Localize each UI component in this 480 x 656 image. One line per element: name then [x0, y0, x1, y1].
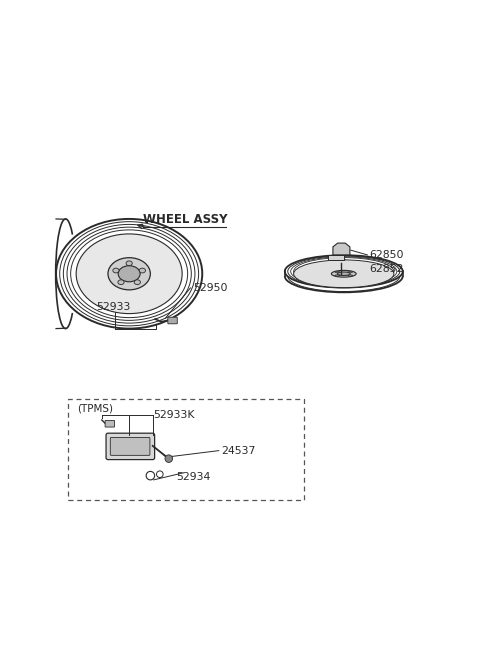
- Text: WHEEL ASSY: WHEEL ASSY: [144, 213, 228, 226]
- Polygon shape: [328, 255, 344, 260]
- Ellipse shape: [113, 268, 119, 273]
- Text: 52933: 52933: [96, 302, 131, 312]
- Ellipse shape: [335, 275, 340, 276]
- Ellipse shape: [335, 272, 340, 273]
- Ellipse shape: [331, 270, 356, 277]
- Circle shape: [165, 455, 172, 462]
- Ellipse shape: [134, 280, 141, 285]
- Ellipse shape: [348, 272, 353, 273]
- Ellipse shape: [337, 272, 350, 276]
- Ellipse shape: [108, 258, 150, 290]
- Ellipse shape: [76, 234, 182, 314]
- Text: 62850: 62850: [370, 250, 404, 260]
- Text: 52934: 52934: [176, 472, 211, 482]
- Ellipse shape: [348, 275, 353, 276]
- Ellipse shape: [118, 280, 124, 285]
- Ellipse shape: [139, 268, 145, 273]
- Ellipse shape: [118, 266, 140, 282]
- FancyBboxPatch shape: [106, 433, 155, 460]
- Ellipse shape: [126, 261, 132, 266]
- Text: 62852: 62852: [370, 264, 404, 274]
- Text: 52933K: 52933K: [153, 410, 194, 420]
- FancyBboxPatch shape: [168, 318, 177, 324]
- Ellipse shape: [294, 260, 394, 287]
- Text: 52950: 52950: [193, 283, 228, 293]
- Polygon shape: [333, 243, 350, 255]
- Text: (TPMS): (TPMS): [77, 403, 113, 413]
- FancyBboxPatch shape: [105, 420, 115, 427]
- FancyBboxPatch shape: [110, 438, 150, 455]
- Text: 24537: 24537: [221, 445, 255, 456]
